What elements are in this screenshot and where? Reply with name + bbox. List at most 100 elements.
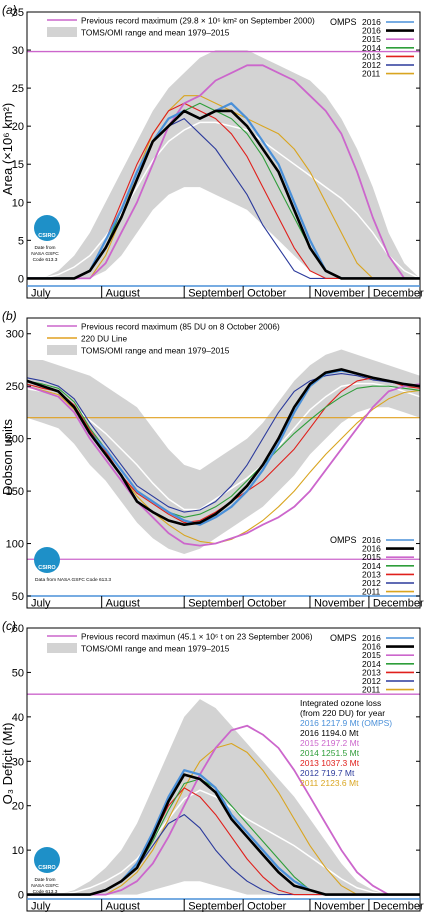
y-tick-label: 0 [18,273,24,285]
y-tick-label: 15 [12,159,24,171]
plot-frame [26,317,421,609]
x-tick-label: September [188,288,242,300]
legend-record-label: Previous record maximum (85 DU on 8 Octo… [81,322,280,332]
csiro-logo-text: CSIRO [38,233,56,239]
panel-3: (c) O₃ Deficit (Mt) 0 10 20 30 40 50 60 July Augus… [0,619,424,913]
loss-entry: 2012 719.7 Mt [300,768,355,778]
legend-year-label: 2012 [362,578,381,588]
legend-record-label: Previous record maximun (45.1 × 10⁶ t on… [81,632,313,642]
x-tick-label: July [31,901,51,913]
panel-2: (b) Dobson units 50 100 150 200 250 300 July Augu… [0,309,424,610]
loss-entry: 2015 2197.2 Mt [300,738,360,748]
x-tick-label: December [373,288,424,300]
legend-band-swatch [47,27,77,37]
y-tick-label: 35 [12,7,24,19]
series-line-2012-y2012 [26,373,421,513]
y-tick-label: 200 [6,434,24,446]
x-tick-label: August [106,288,140,300]
range-band [27,50,420,279]
loss-entry: 2011 2123.6 Mt [300,778,359,788]
legend-year-label: 2014 [362,43,381,53]
x-tick-label: October [247,901,286,913]
x-tick-label: December [373,901,424,913]
legend-band-label: TOMS/OMI range and mean 1979–2015 [81,644,230,654]
legend-year-label: 2013 [362,51,381,61]
y-axis-label: Area (×10⁶ km²) [0,103,15,195]
legend-year-label: 2011 [362,69,381,79]
legend-year-label: 2016 [362,26,381,36]
y-tick-label: 0 [18,890,24,902]
legend-title: OMPS [330,17,357,27]
logo-caption: Date from [34,245,55,251]
series-line-2016-y2016 [26,368,421,526]
x-tick-label: July [31,598,51,610]
y-tick-label: 20 [12,121,24,133]
y-tick-label: 25 [12,83,24,95]
panel-label: (c) [2,619,16,633]
legend-year-label: 2016 [362,535,381,545]
series-line-2015-y2015 [27,64,420,280]
y-tick-label: 50 [12,591,24,603]
y-tick-label: 40 [12,712,24,724]
legend-year-label: 2015 [362,34,381,44]
legend-year-label: 2015 [362,650,381,660]
plot-frame [26,11,421,299]
y-tick-label: 150 [6,486,24,498]
series-line-2014-y2014 [26,380,421,518]
legend-year-label: 2014 [362,659,381,669]
logo-caption: NASA GSFC [31,251,59,257]
legend-year-label: 2015 [362,552,381,562]
legend-year-label: 2016 [362,544,381,554]
legend-band-swatch [47,345,77,355]
x-tick-label: November [314,288,365,300]
loss-entry: 2014 1251.5 Mt [300,748,360,758]
x-tick-label: October [247,288,286,300]
legend-title: OMPS [330,633,357,643]
csiro-logo-text: CSIRO [38,565,56,571]
y-tick-label: 50 [12,667,24,679]
loss-entry: 2016 1217.9 Mt (OMPS) [300,718,392,728]
logo-caption: NASA GSFC [31,883,59,889]
legend-year-label: 2011 [362,685,381,695]
series-line-2016-y2016 [27,109,420,280]
panel-1: (a) Area (×10⁶ km²) 0 5 10 15 20 25 30 35 July Augu… [0,3,424,300]
series-line-2015-y2015 [26,383,421,547]
y-tick-label: 10 [12,197,24,209]
y-tick-label: 250 [6,381,24,393]
x-tick-label: July [31,288,51,300]
x-tick-label: August [106,901,140,913]
y-tick-label: 300 [6,329,24,341]
y-tick-label: 60 [12,623,24,635]
logo-caption: Code 613.3 [33,257,58,263]
legend-title: OMPS [330,535,357,545]
legend-220-label: 220 DU Line [81,334,128,344]
y-tick-label: 20 [12,801,24,813]
x-tick-label: December [373,598,424,610]
loss-entry: 2016 1194.0 Mt [300,728,359,738]
legend-year-label: 2012 [362,60,381,70]
panel-label: (a) [2,3,17,17]
legend-band-label: TOMS/OMI range and mean 1979–2015 [81,346,230,356]
x-tick-label: October [247,598,286,610]
csiro-logo-text: CSIRO [38,865,56,871]
legend-band-swatch [47,643,77,653]
legend-year-label: 2014 [362,561,381,571]
legend-record-label: Previous record maximum (29.8 × 10⁶ km² … [81,16,315,26]
logo-caption: Date from [34,877,55,883]
panel-label: (b) [2,309,17,323]
y-tick-label: 100 [6,539,24,551]
csiro-logo-icon [34,847,60,873]
loss-title: Integrated ozone loss [300,698,381,708]
x-tick-label: September [188,598,242,610]
loss-title: (from 220 DU) for year [300,708,385,718]
plot-frame [26,627,421,912]
legend-year-label: 2011 [362,587,381,597]
y-axis-label: O₃ Deficit (Mt) [0,723,15,805]
y-tick-label: 5 [18,235,24,247]
legend-year-label: 2013 [362,667,381,677]
legend-year-label: 2012 [362,676,381,686]
mean-line [27,121,421,280]
y-axis-label: Dobson units [0,419,15,495]
